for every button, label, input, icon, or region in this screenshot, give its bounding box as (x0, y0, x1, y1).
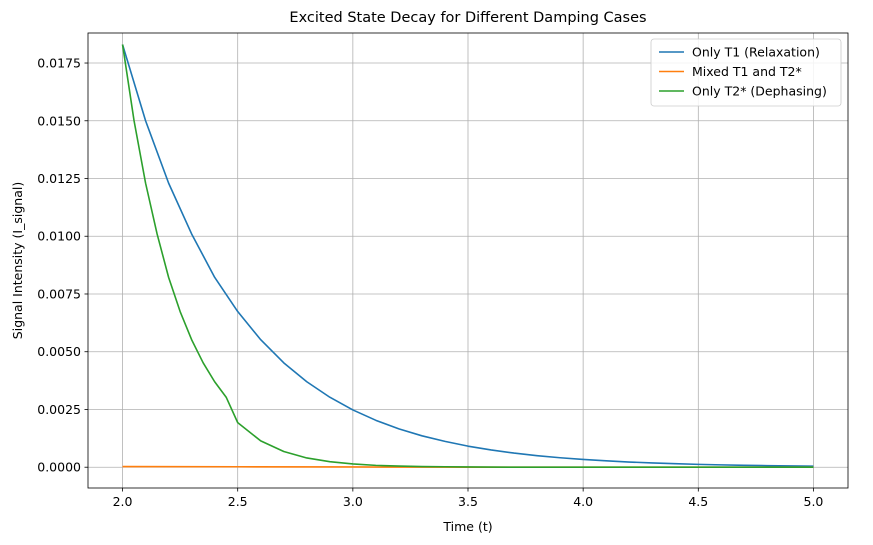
y-axis-label: Signal Intensity (I_signal) (10, 182, 25, 339)
plot-series (121, 44, 814, 469)
series-line-1 (121, 44, 814, 467)
x-tick-label: 5.0 (804, 494, 824, 509)
y-tick-label: 0.0100 (37, 229, 81, 244)
legend-label-2: Mixed T1 and T2* (692, 64, 802, 79)
x-axis-label: Time (t) (442, 519, 492, 534)
x-tick-label: 2.0 (113, 494, 133, 509)
x-tick-label: 3.0 (343, 494, 363, 509)
series-line-3 (121, 44, 814, 469)
y-tick-label: 0.0150 (37, 113, 81, 128)
y-tick-label: 0.0000 (37, 460, 81, 475)
chart-title: Excited State Decay for Different Dampin… (289, 10, 646, 26)
legend-label-3: Only T2* (Dephasing) (692, 84, 827, 99)
x-tick-label: 3.5 (458, 494, 478, 509)
y-tick-label: 0.0025 (37, 402, 81, 417)
y-tick-label: 0.0050 (37, 344, 81, 359)
y-tick-label: 0.0175 (37, 56, 81, 71)
legend-label-1: Only T1 (Relaxation) (692, 45, 820, 60)
legend: Only T1 (Relaxation) Mixed T1 and T2* Only… (650, 38, 842, 107)
legend-box (650, 38, 842, 107)
x-tick-label: 4.5 (688, 494, 708, 509)
axis-ticks: 2.0 2.5 3.0 3.5 4.0 4.5 5.0 0.0000 0.0025 0.0050 0… (37, 56, 823, 509)
x-tick-label: 2.5 (228, 494, 248, 509)
y-tick-label: 0.0075 (37, 286, 81, 301)
x-tick-label: 4.0 (573, 494, 593, 509)
y-tick-label: 0.0125 (37, 171, 81, 186)
